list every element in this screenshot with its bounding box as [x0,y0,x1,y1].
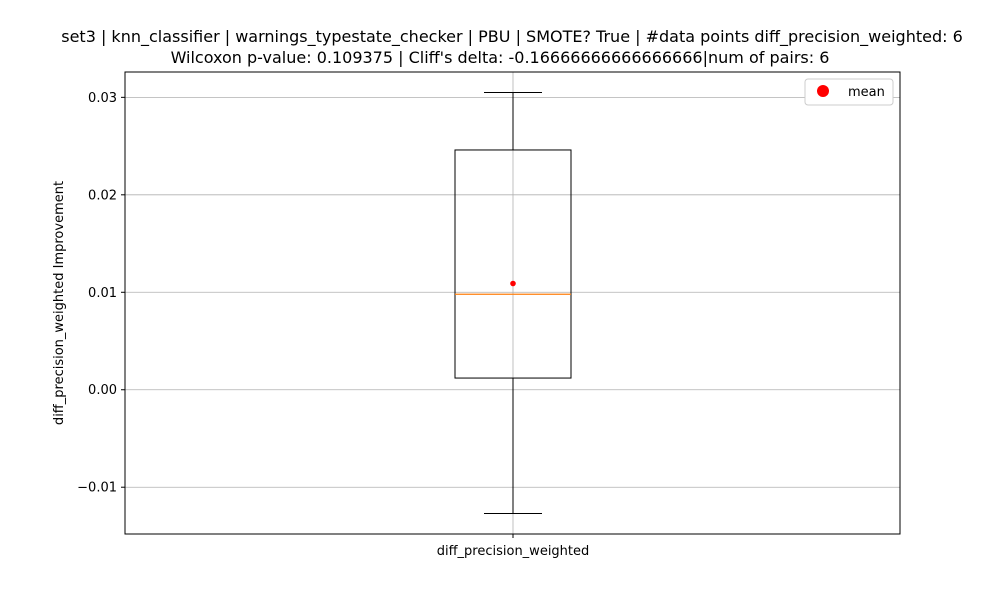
y-axis-ticks: −0.01 0.00 0.01 0.02 0.03 [77,91,125,496]
y-tick-label: 0.01 [88,286,117,301]
chart-title-line-2: Wilcoxon p-value: 0.109375 | Cliff's del… [170,48,830,67]
legend-entry-mean: mean [848,85,885,100]
mean-marker [510,280,516,287]
y-tick-label: −0.01 [77,481,117,496]
y-axis-label: diff_precision_weighted Improvement [52,181,67,425]
legend: mean [804,78,894,106]
box-plot [454,91,572,515]
y-tick-label: 0.02 [88,188,117,203]
legend-frame [804,78,894,106]
iqr-box [454,149,572,379]
y-tick-label: 0.00 [88,383,117,398]
x-tick-label: diff_precision_weighted [437,544,590,559]
y-tick-label: 0.03 [88,91,117,106]
legend-mean-marker [817,85,829,97]
x-axis-ticks: diff_precision_weighted [437,534,590,559]
chart-title-line-1: set3 | knn_classifier | warnings_typesta… [61,27,963,46]
